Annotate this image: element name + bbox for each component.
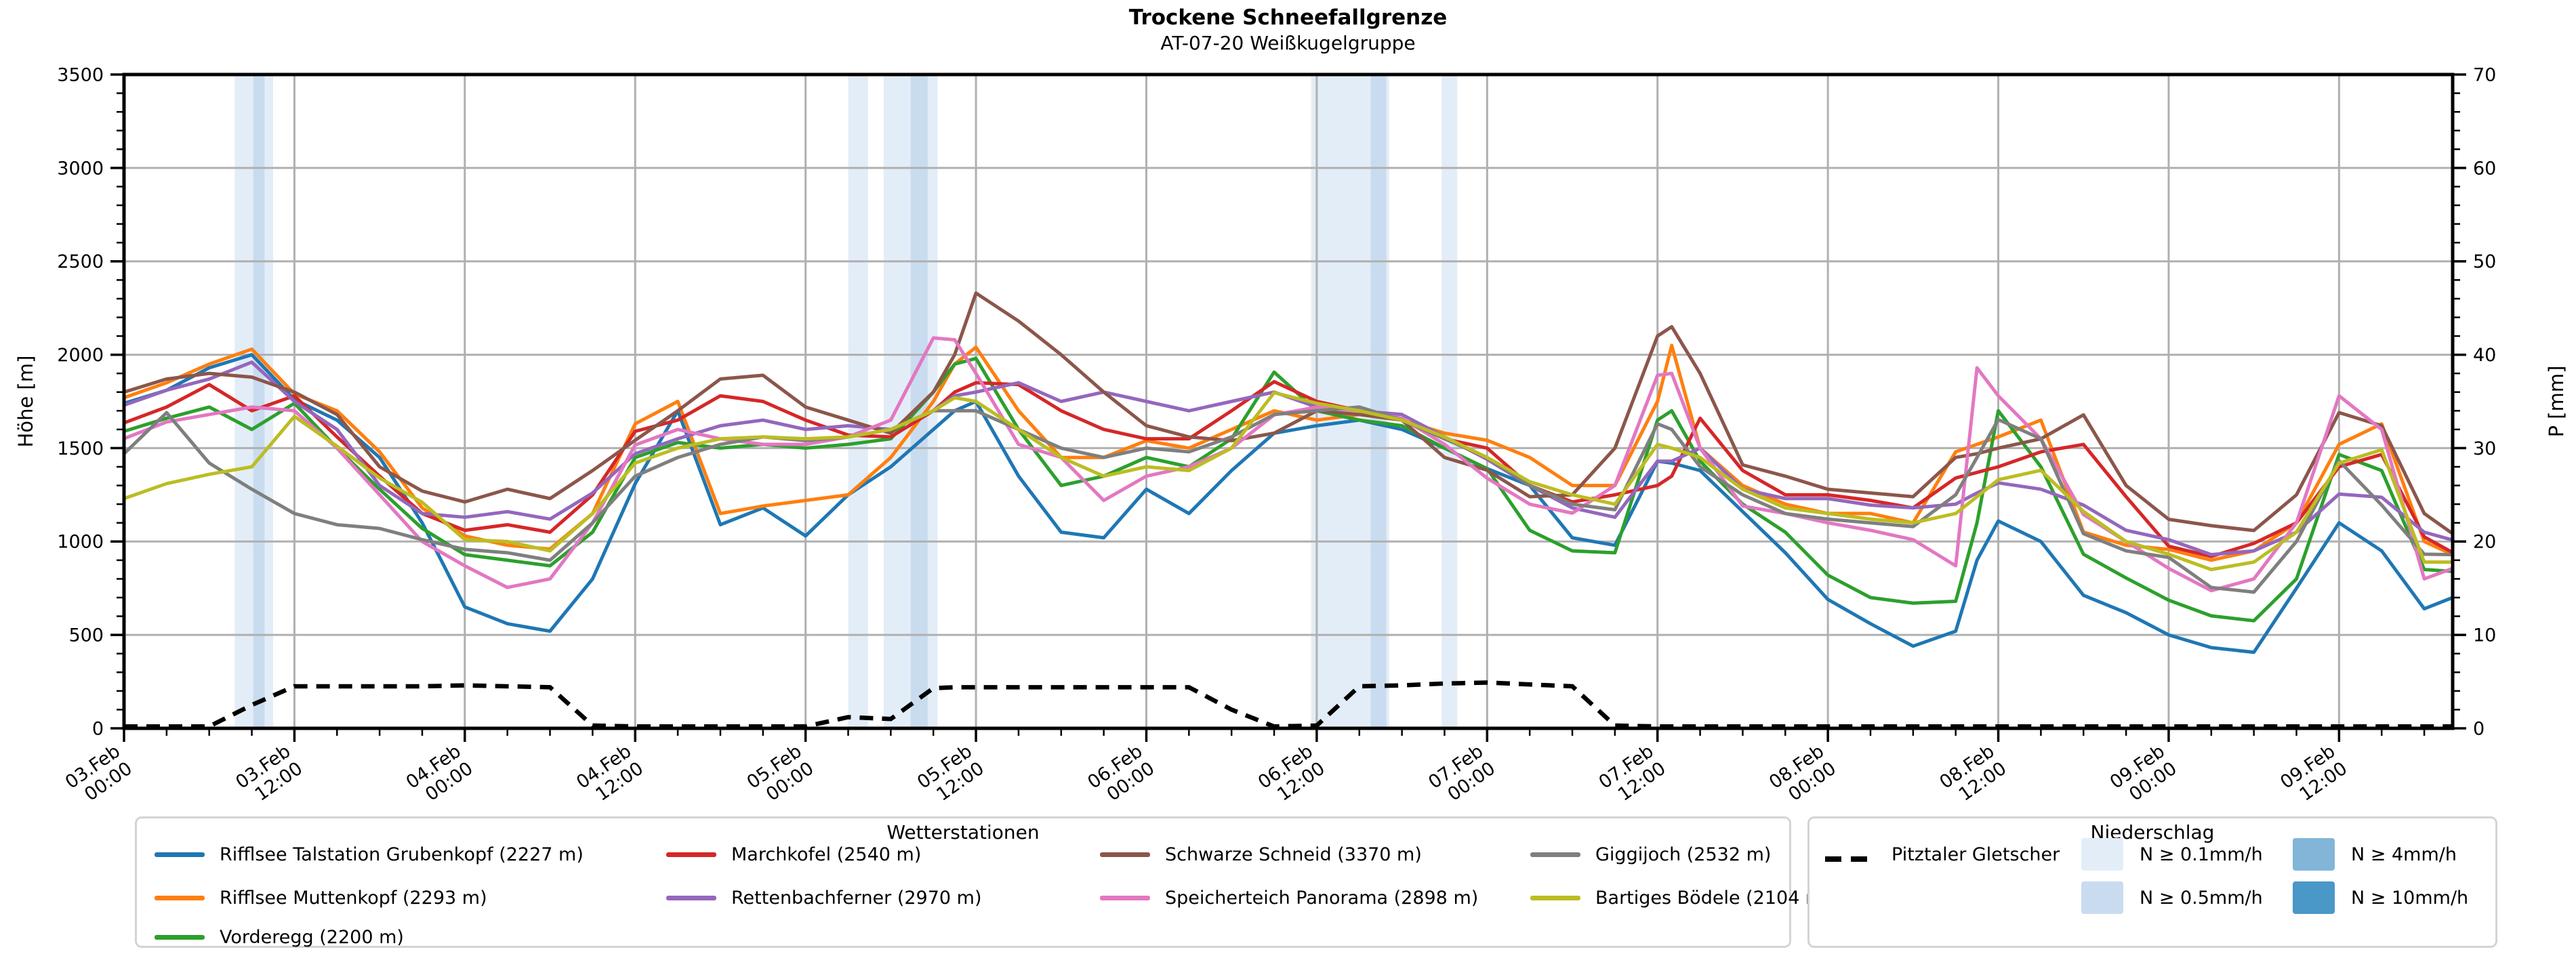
chart-title: Trockene Schneefallgrenze — [1128, 5, 1448, 30]
precip-level-patch — [2293, 838, 2335, 871]
series-line — [123, 391, 2453, 572]
precip-band-0.1 — [1442, 75, 1458, 728]
legend-precipitation-title: Niederschlag — [2090, 821, 2215, 844]
legend-station-item: Schwarze Schneid (3370 m) — [1100, 843, 1422, 866]
y-left-tick-label: 1500 — [57, 438, 104, 459]
legend-station-label: Schwarze Schneid (3370 m) — [1165, 844, 1422, 865]
legend-precip-patch-item: N ≥ 4mm/h — [2293, 838, 2457, 871]
line-color-swatch — [666, 895, 716, 900]
legend-station-item: Giggijoch (2532 m) — [1530, 843, 1771, 866]
line-color-swatch — [1530, 852, 1580, 857]
legend-station-label: Giggijoch (2532 m) — [1595, 844, 1772, 865]
legend-station-label: Bartiges Bödele (2104 m) — [1595, 887, 1831, 909]
legend-stations-title: Wetterstationen — [886, 821, 1040, 844]
y-left-tick-label: 1000 — [57, 532, 104, 553]
precip-level-patch — [2293, 881, 2335, 914]
legend-precipitation: Niederschlag Pitztaler Gletscher N ≥ 0.1m… — [1807, 816, 2497, 948]
legend-station-item: Rifflsee Talstation Grubenkopf (2227 m) — [155, 843, 584, 866]
line-color-swatch — [155, 852, 205, 857]
y-right-tick-label: 30 — [2473, 438, 2496, 459]
legend-station-label: Rifflsee Talstation Grubenkopf (2227 m) — [220, 844, 584, 865]
legend-station-item: Marchkofel (2540 m) — [666, 843, 921, 866]
dashed-line-sample — [1825, 852, 1877, 862]
y-right-tick-label: 50 — [2473, 251, 2496, 272]
line-color-swatch — [666, 852, 716, 857]
legend-precip-patch-label: N ≥ 0.5mm/h — [2140, 887, 2263, 909]
legend-station-item: Rettenbachferner (2970 m) — [666, 886, 982, 909]
legend-station-label: Marchkofel (2540 m) — [731, 844, 922, 865]
precip-band-0.1 — [848, 75, 868, 728]
y-right-tick-label: 60 — [2473, 158, 2496, 179]
legend-station-label: Rifflsee Muttenkopf (2293 m) — [220, 887, 487, 909]
legend-station-item: Vorderegg (2200 m) — [155, 925, 404, 949]
legend-precip-line-item: Pitztaler Gletscher — [1825, 843, 2060, 866]
plot-frame — [122, 72, 2455, 730]
legend-stations: Wetterstationen Rifflsee Talstation Grub… — [135, 816, 1831, 949]
legend-precip-patch-label: N ≥ 4mm/h — [2351, 844, 2457, 865]
line-color-swatch — [155, 934, 205, 940]
line-color-swatch — [155, 895, 205, 900]
precip-dashed-line — [124, 680, 2453, 729]
chart-subtitle: AT-07-20 Weißkugelgruppe — [1160, 32, 1416, 54]
y-left-tick-label: 3000 — [57, 158, 104, 179]
legend-precip-patch-label: N ≥ 10mm/h — [2351, 887, 2469, 909]
precip-band-0.5 — [1370, 75, 1387, 728]
series-line — [123, 405, 2453, 594]
line-color-swatch — [1100, 852, 1150, 857]
y-left-tick-label: 3500 — [57, 64, 104, 85]
legend-station-item: Speicherteich Panorama (2898 m) — [1100, 886, 1478, 909]
y-left-axis-label: Höhe [m] — [14, 356, 37, 448]
line-color-swatch — [1530, 895, 1580, 900]
y-right-tick-label: 0 — [2473, 718, 2485, 739]
line-color-swatch — [1100, 895, 1150, 900]
series-line — [123, 353, 2453, 654]
precip-level-patch — [2081, 838, 2123, 871]
legend-precip-patch-item: N ≥ 0.1mm/h — [2081, 838, 2263, 871]
y-left-tick-label: 2500 — [57, 251, 104, 272]
legend-station-label: Rettenbachferner (2970 m) — [731, 887, 982, 909]
y-left-tick-label: 2000 — [57, 345, 104, 366]
y-right-axis-label: P [mm] — [2545, 366, 2568, 438]
legend-precip-line-label: Pitztaler Gletscher — [1892, 844, 2060, 865]
y-right-tick-label: 70 — [2473, 64, 2496, 85]
series-line — [123, 336, 2453, 593]
y-left-tick-label: 500 — [68, 625, 104, 646]
precip-band-0.5 — [253, 75, 265, 728]
precip-level-patch — [2081, 881, 2123, 914]
legend-station-item: Bartiges Bödele (2104 m) — [1530, 886, 1831, 909]
legend-station-item: Rifflsee Muttenkopf (2293 m) — [155, 886, 487, 909]
y-right-tick-label: 40 — [2473, 345, 2496, 366]
legend-precip-patch-label: N ≥ 0.1mm/h — [2140, 844, 2263, 865]
legend-station-label: Vorderegg (2200 m) — [220, 926, 404, 948]
y-left-tick-label: 0 — [92, 718, 104, 739]
legend-precip-patch-item: N ≥ 0.5mm/h — [2081, 881, 2263, 914]
legend-precip-patch-item: N ≥ 10mm/h — [2293, 881, 2469, 914]
y-right-tick-label: 20 — [2473, 532, 2496, 553]
y-right-tick-label: 10 — [2473, 625, 2496, 646]
series-line — [123, 379, 2454, 558]
legend-station-label: Speicherteich Panorama (2898 m) — [1165, 887, 1479, 909]
